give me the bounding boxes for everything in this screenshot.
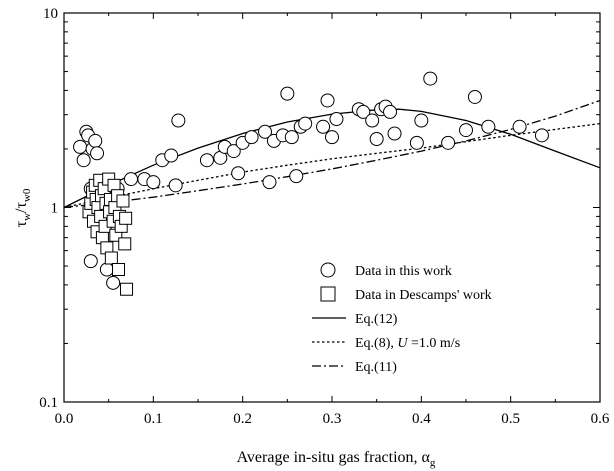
data-point-this-work <box>414 113 429 128</box>
data-point-this-work <box>280 86 295 101</box>
plot-frame <box>63 12 601 403</box>
data-point-this-work <box>534 128 549 143</box>
curve-eq11 <box>63 99 601 209</box>
data-point-this-work <box>88 133 103 148</box>
legend-label: Eq.(8), U =1.0 m/s <box>355 336 460 351</box>
y-tick-label: 10 <box>43 6 58 22</box>
data-point-this-work <box>459 123 473 138</box>
data-point-this-work <box>168 178 183 193</box>
data-point-this-work <box>423 71 438 86</box>
data-point-this-work <box>441 135 456 150</box>
data-point-this-work <box>325 130 339 145</box>
y-axis-title: τw/τw0 <box>13 188 33 227</box>
data-point-descamps <box>119 211 133 225</box>
data-point-this-work <box>146 175 161 190</box>
y-tick-label: 1 <box>51 201 59 217</box>
data-point-this-work <box>106 275 121 290</box>
data-point-this-work <box>481 119 496 134</box>
x-tick-label: 0.2 <box>233 411 252 427</box>
legend-marker-circle <box>320 262 336 278</box>
data-point-this-work <box>289 169 304 184</box>
data-point-this-work <box>365 113 380 128</box>
data-point-this-work <box>262 175 277 190</box>
x-tick-label: 0.3 <box>323 411 342 427</box>
legend-label: Eq.(11) <box>355 360 397 375</box>
data-point-this-work <box>199 153 214 168</box>
x-tick-label: 0.4 <box>412 411 431 427</box>
x-axis-title: Average in-situ gas fraction, αg <box>237 449 436 469</box>
x-tick-label: 0.6 <box>591 411 610 427</box>
x-tick-label: 0.1 <box>144 411 163 427</box>
data-point-this-work <box>258 124 272 139</box>
data-point-this-work <box>99 262 114 277</box>
data-point-this-work <box>231 166 246 181</box>
x-tick-label: 0.5 <box>501 411 520 427</box>
x-tick-label: 0.0 <box>55 411 74 427</box>
data-point-this-work <box>383 104 398 119</box>
data-point-this-work <box>409 135 424 150</box>
data-point-descamps <box>104 251 118 265</box>
data-point-this-work <box>90 146 105 161</box>
legend-label: Eq.(12) <box>355 312 398 327</box>
data-point-descamps <box>111 262 125 276</box>
data-point-this-work <box>226 144 241 159</box>
legend-marker-square <box>320 286 336 302</box>
data-point-this-work <box>512 119 527 134</box>
data-point-this-work <box>320 93 335 108</box>
data-point-this-work <box>164 148 179 163</box>
data-point-descamps <box>118 237 132 251</box>
data-point-this-work <box>329 112 344 127</box>
data-point-this-work <box>73 139 88 154</box>
data-point-this-work <box>467 89 482 104</box>
data-point-this-work <box>124 172 138 187</box>
y-tick-label: 0.1 <box>39 395 58 411</box>
data-point-this-work <box>316 119 331 134</box>
legend-label: Data in Descamps' work <box>355 288 492 303</box>
data-point-this-work <box>76 153 91 168</box>
data-point-this-work <box>171 113 186 128</box>
data-point-this-work <box>298 116 313 131</box>
data-point-this-work <box>369 132 384 147</box>
data-point-this-work <box>387 126 402 141</box>
data-point-this-work <box>284 130 299 145</box>
data-point-this-work <box>83 254 98 269</box>
data-point-this-work <box>244 130 259 145</box>
data-point-this-work <box>356 104 371 119</box>
data-point-descamps <box>116 194 130 208</box>
data-point-descamps <box>120 282 134 296</box>
legend-label: Data in this work <box>355 264 452 279</box>
